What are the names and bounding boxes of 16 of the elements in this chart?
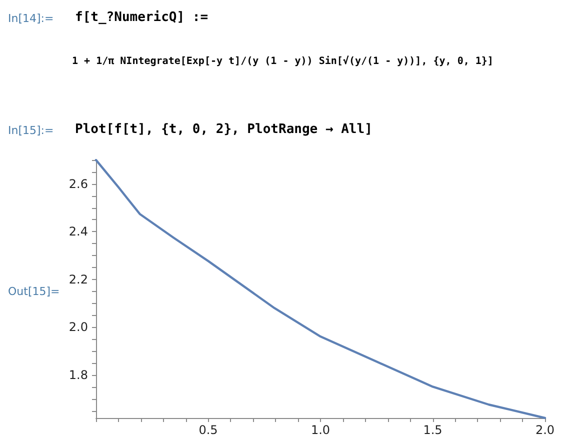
y-tick-label: 2.2 [68,272,88,286]
line-series [94,158,546,420]
x-tick-label: 1.5 [423,423,442,437]
text: f[t_?NumericQ] := [75,10,208,25]
text: In[14]:= [8,12,54,25]
y-tick-label: 2.4 [68,224,88,239]
y-tick-label: 2.0 [68,320,88,334]
x-tick-label: 1.0 [310,423,330,437]
text: Out[15]= [8,285,60,298]
text: In[15]:= [8,124,54,137]
y-tick-label: 1.8 [68,368,88,382]
x-tick-label: 0.5 [198,423,218,437]
text: Plot[f[t], {t, 0, 2}, PlotRange → All] [75,122,372,137]
text: 1 + 1/π NIntegrate[Exp[-y t]/(y (1 - y)) Sin[√(y/(1 - y))], {y, 0, 1}] [72,56,494,67]
x-tick-label: 2.0 [535,423,555,437]
y-tick-label: 2.6 [68,176,88,191]
